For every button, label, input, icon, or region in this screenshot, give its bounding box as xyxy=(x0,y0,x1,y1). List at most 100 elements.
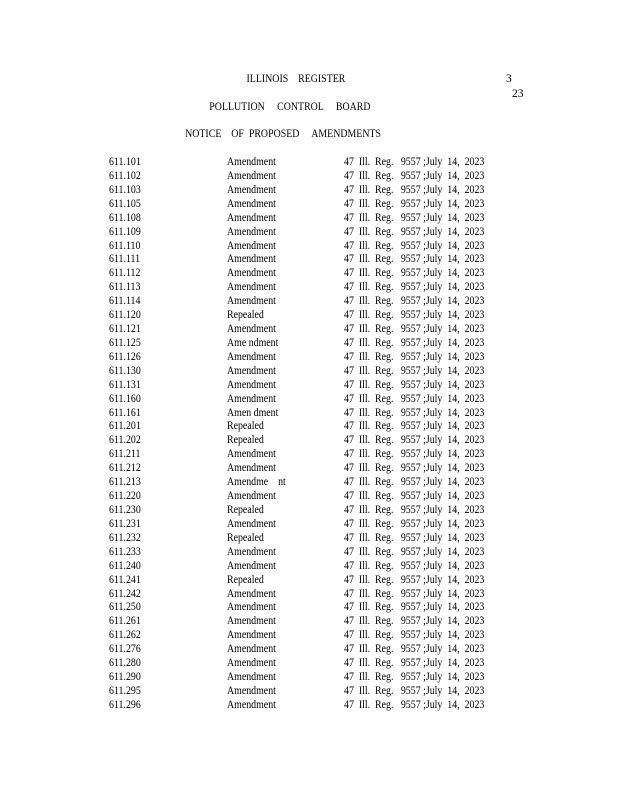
action-type: Amendment xyxy=(227,490,276,503)
table-row: 611.125 Ame ndment 47 Ill. Reg. 9557 ;July… xyxy=(0,337,618,351)
section-number: 611.201 xyxy=(109,420,141,433)
table-row: 611.230 Repealed 47 Ill. Reg. 9557 ;July 1… xyxy=(0,504,618,518)
table-row: 611.212 Amendment 47 Ill. Reg. 9557 ;July … xyxy=(0,462,618,476)
register-citation: 47 Ill. Reg. 9557 ;July 14, 2023 xyxy=(344,504,485,516)
section-number: 611.108 xyxy=(109,211,141,224)
action-type: Amendment xyxy=(227,378,276,391)
table-row: 611.202 Repealed 47 Ill. Reg. 9557 ;July 1… xyxy=(0,434,618,448)
action-type: Amendment xyxy=(227,169,276,182)
page-number-bottom: 23 xyxy=(512,88,524,100)
page-number-top: 3 xyxy=(506,73,512,85)
section-number: 611.121 xyxy=(109,323,141,336)
register-citation: 47 Ill. Reg. 9557 ;July 14, 2023 xyxy=(344,169,485,182)
action-type: Amendment xyxy=(227,156,276,168)
action-type: Amendment xyxy=(227,601,276,614)
register-citation: 47 Ill. Reg. 9557 ;July 14, 2023 xyxy=(344,434,485,447)
section-number: 611.290 xyxy=(109,671,141,684)
table-row: 611.112 Amendment 47 Ill. Reg. 9557 ;July … xyxy=(0,267,618,281)
register-citation: 47 Ill. Reg. 9557 ;July 14, 2023 xyxy=(344,448,485,461)
action-type: Amendment xyxy=(227,559,276,572)
action-type: Amendment xyxy=(227,448,276,461)
action-type: Amendment xyxy=(227,462,276,475)
table-row: 611.160 Amendment 47 Ill. Reg. 9557 ;July … xyxy=(0,393,618,407)
table-row: 611.250 Amendment 47 Ill. Reg. 9557 ;July … xyxy=(0,601,618,615)
register-citation: 47 Ill. Reg. 9557 ;July 14, 2023 xyxy=(344,406,485,419)
register-citation: 47 Ill. Reg. 9557 ;July 14, 2023 xyxy=(344,545,485,558)
section-number: 611.242 xyxy=(109,587,141,600)
register-citation: 47 Ill. Reg. 9557 ;July 14, 2023 xyxy=(344,462,485,475)
section-number: 611.232 xyxy=(109,531,141,544)
table-row: 611.161 Amen dment 47 Ill. Reg. 9557 ;July… xyxy=(0,407,618,421)
register-citation: 47 Ill. Reg. 9557 ;July 14, 2023 xyxy=(344,364,485,377)
register-citation: 47 Ill. Reg. 9557 ;July 14, 2023 xyxy=(344,281,485,294)
table-row: 611.242 Amendment 47 Ill. Reg. 9557 ;July … xyxy=(0,588,618,602)
action-type: Repealed xyxy=(227,420,264,433)
table-row: 611.211 Amendment 47 Ill. Reg. 9557 ;July … xyxy=(0,448,618,462)
register-citation: 47 Ill. Reg. 9557 ;July 14, 2023 xyxy=(344,323,485,336)
section-number: 611.276 xyxy=(109,643,141,656)
table-row: 611.130 Amendment 47 Ill. Reg. 9557 ;July … xyxy=(0,365,618,379)
action-type: Amendment xyxy=(227,698,276,711)
notice-heading: NOTICE OF PROPOSED AMENDMENTS xyxy=(185,128,382,140)
section-number: 611.130 xyxy=(109,364,141,377)
register-citation: 47 Ill. Reg. 9557 ;July 14, 2023 xyxy=(344,698,485,711)
register-citation: 47 Ill. Reg. 9557 ;July 14, 2023 xyxy=(344,559,485,572)
table-row: 611.295 Amendment 47 Ill. Reg. 9557 ;July … xyxy=(0,685,618,699)
section-number: 611.126 xyxy=(109,350,141,363)
register-citation: 47 Ill. Reg. 9557 ;July 14, 2023 xyxy=(344,267,485,280)
register-citation: 47 Ill. Reg. 9557 ;July 14, 2023 xyxy=(344,378,485,391)
action-type: Repealed xyxy=(227,309,264,322)
table-row: 611.110 Amendment 47 Ill. Reg. 9557 ;July … xyxy=(0,240,618,254)
action-type: Amendment xyxy=(227,253,276,266)
register-citation: 47 Ill. Reg. 9557 ;July 14, 2023 xyxy=(344,309,485,322)
action-type: Amendment xyxy=(227,350,276,363)
register-citation: 47 Ill. Reg. 9557 ;July 14, 2023 xyxy=(344,183,485,196)
register-citation: 47 Ill. Reg. 9557 ;July 14, 2023 xyxy=(344,476,485,489)
register-citation: 47 Ill. Reg. 9557 ;July 14, 2023 xyxy=(344,573,485,586)
table-row: 611.121 Amendment 47 Ill. Reg. 9557 ;July … xyxy=(0,323,618,337)
section-number: 611.212 xyxy=(109,462,141,475)
action-type: Amendment xyxy=(227,587,276,600)
table-row: 611.280 Amendment 47 Ill. Reg. 9557 ;July … xyxy=(0,657,618,671)
section-number: 611.220 xyxy=(109,490,141,503)
action-type: Amendment xyxy=(227,517,276,530)
register-citation: 47 Ill. Reg. 9557 ;July 14, 2023 xyxy=(344,350,485,363)
register-citation: 47 Ill. Reg. 9557 ;July 14, 2023 xyxy=(344,490,485,503)
table-row: 611.109 Amendment 47 Ill. Reg. 9557 ;July … xyxy=(0,226,618,240)
register-citation: 47 Ill. Reg. 9557 ;July 14, 2023 xyxy=(344,587,485,600)
register-citation: 47 Ill. Reg. 9557 ;July 14, 2023 xyxy=(344,239,485,252)
register-citation: 47 Ill. Reg. 9557 ;July 14, 2023 xyxy=(344,225,485,238)
register-citation: 47 Ill. Reg. 9557 ;July 14, 2023 xyxy=(344,197,485,210)
table-row: 611.201 Repealed 47 Ill. Reg. 9557 ;July 1… xyxy=(0,420,618,434)
register-citation: 47 Ill. Reg. 9557 ;July 14, 2023 xyxy=(344,671,485,684)
register-citation: 47 Ill. Reg. 9557 ;July 14, 2023 xyxy=(344,295,485,308)
table-row: 611.233 Amendment 47 Ill. Reg. 9557 ;July … xyxy=(0,546,618,560)
action-type: Repealed xyxy=(227,434,264,447)
register-citation: 47 Ill. Reg. 9557 ;July 14, 2023 xyxy=(344,601,485,614)
action-type: Amendment xyxy=(227,392,276,405)
action-type: Amendment xyxy=(227,183,276,196)
section-number: 611.101 xyxy=(109,156,141,168)
action-type: Repealed xyxy=(227,531,264,544)
section-number: 611.202 xyxy=(109,434,141,447)
register-citation: 47 Ill. Reg. 9557 ;July 14, 2023 xyxy=(344,657,485,670)
action-type: Amendment xyxy=(227,643,276,656)
section-number: 611.125 xyxy=(109,336,141,349)
section-number: 611.120 xyxy=(109,309,141,322)
table-row: 611.126 Amendment 47 Ill. Reg. 9557 ;July … xyxy=(0,351,618,365)
section-number: 611.262 xyxy=(109,629,141,642)
section-number: 611.111 xyxy=(109,253,141,266)
section-number: 611.231 xyxy=(109,517,141,530)
table-row: 611.240 Amendment 47 Ill. Reg. 9557 ;July … xyxy=(0,560,618,574)
table-row: 611.231 Amendment 47 Ill. Reg. 9557 ;July … xyxy=(0,518,618,532)
section-number: 611.110 xyxy=(109,239,141,252)
section-number: 611.230 xyxy=(109,504,141,516)
table-row: 611.131 Amendment 47 Ill. Reg. 9557 ;July … xyxy=(0,379,618,393)
action-type: Amendment xyxy=(227,615,276,628)
register-citation: 47 Ill. Reg. 9557 ;July 14, 2023 xyxy=(344,211,485,224)
section-number: 611.113 xyxy=(109,281,141,294)
section-number: 611.131 xyxy=(109,378,141,391)
action-type: Amendment xyxy=(227,657,276,670)
action-type: Repealed xyxy=(227,573,264,586)
action-type: Amendment xyxy=(227,197,276,210)
